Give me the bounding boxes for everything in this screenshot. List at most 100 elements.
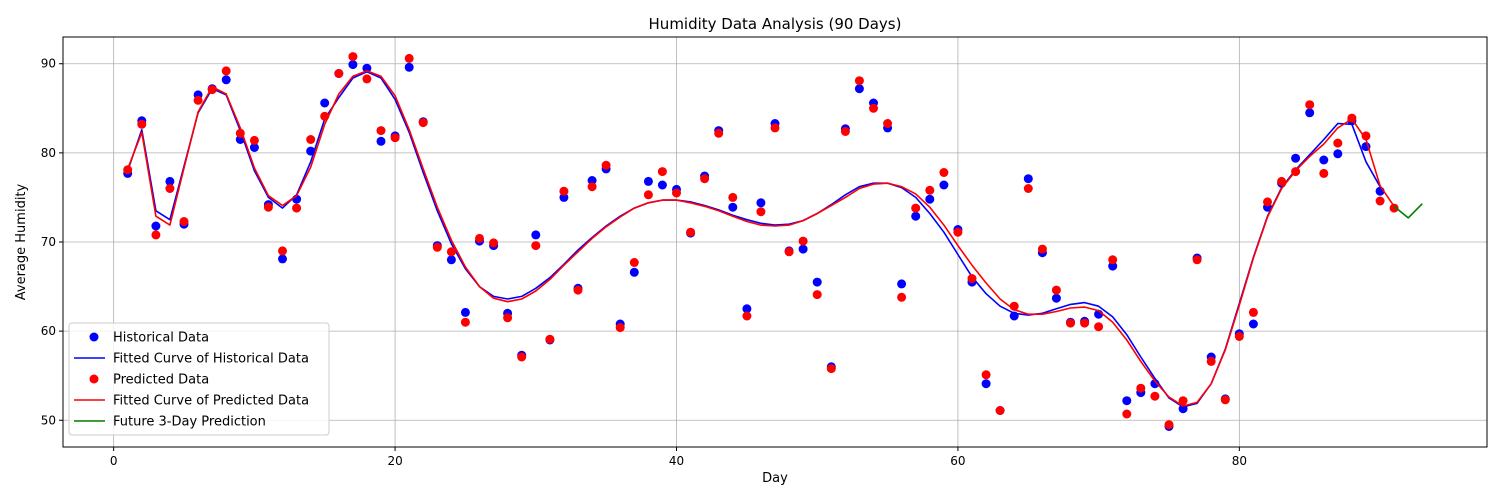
historical-data-point (925, 194, 935, 204)
predicted-data-point (967, 274, 977, 283)
y-tick-label: 80 (41, 146, 56, 160)
predicted-data-point (404, 53, 414, 63)
predicted-data-point (1122, 409, 1132, 419)
predicted-data-point (1037, 244, 1047, 254)
historical-data-point (1122, 396, 1132, 406)
predicted-data-point (1178, 396, 1188, 406)
predicted-data-point (249, 135, 259, 145)
predicted-data-point (489, 238, 499, 248)
x-tick-label: 60 (950, 454, 965, 468)
predicted-data-point (193, 95, 203, 105)
predicted-data-point (1220, 395, 1230, 405)
predicted-data-point (165, 184, 175, 193)
predicted-data-point (1375, 196, 1385, 206)
predicted-data-point (1051, 285, 1061, 295)
legend-box (68, 322, 330, 436)
predicted-data-point (376, 126, 386, 136)
predicted-data-point (1136, 383, 1146, 393)
legend-marker (89, 374, 99, 384)
predicted-data-point (1319, 168, 1329, 178)
historical-data-point (376, 136, 386, 146)
predicted-data-point (545, 334, 555, 344)
predicted-data-point (1361, 131, 1371, 141)
historical-data-point (531, 230, 541, 240)
historical-data-point (629, 267, 639, 277)
historical-data-point (587, 176, 597, 185)
historical-data-point (756, 198, 766, 208)
legend: Historical Data Fitted Curve of Historica… (68, 322, 330, 436)
predicted-data-point (151, 230, 161, 240)
predicted-data-point (784, 247, 794, 257)
predicted-data-point (531, 241, 541, 251)
predicted-data-point (995, 406, 1005, 415)
predicted-data-point (1023, 184, 1033, 193)
historical-data-point (320, 98, 330, 108)
predicted-data-point (1234, 332, 1244, 341)
predicted-data-point (137, 119, 147, 129)
predicted-data-point (897, 292, 907, 302)
predicted-data-point (1192, 255, 1202, 265)
historical-data-point (278, 254, 287, 264)
x-tick-label: 20 (387, 454, 402, 468)
historical-data-point (362, 63, 372, 73)
predicted-data-point (1094, 322, 1104, 332)
legend-label: Predicted Data (113, 373, 209, 388)
predicted-data-point (1066, 318, 1075, 328)
historical-data-point (854, 84, 864, 94)
legend-label: Fitted Curve of Predicted Data (113, 394, 309, 409)
predicted-data-point (1206, 356, 1216, 366)
axis-ticks: 0 20 40 60 80 50 60 70 80 90 (41, 57, 1247, 468)
historical-data-point (1319, 155, 1329, 165)
historical-data-point (981, 379, 991, 389)
predicted-data-point (362, 74, 372, 84)
historical-data-point (798, 244, 808, 254)
historical-data-point (657, 180, 667, 190)
predicted-data-point (1108, 255, 1118, 265)
predicted-data-point (826, 364, 836, 374)
historical-data-point (939, 180, 949, 190)
predicted-data-point (770, 123, 780, 133)
plot-data (123, 52, 1423, 431)
predicted-data-point (559, 186, 569, 196)
historical-data-point (1023, 174, 1033, 184)
legend-label: Future 3-Day Prediction (113, 415, 266, 430)
historical-data-point (1108, 261, 1118, 271)
historical-data-point (1305, 108, 1315, 118)
predicted-data-point (756, 207, 766, 217)
predicted-data-point (460, 317, 470, 327)
historical-data-point (897, 279, 907, 289)
y-tick-label: 70 (41, 235, 56, 249)
predicted-data-point (292, 203, 302, 213)
predicted-data-point (306, 135, 316, 144)
predicted-data-point (854, 76, 864, 86)
predicted-data-point (123, 165, 133, 175)
predicted-data-point (672, 188, 681, 198)
y-tick-label: 50 (41, 413, 56, 427)
predicted-data-point (221, 66, 231, 76)
predicted-data-point (812, 290, 822, 300)
predicted-data-point (869, 103, 878, 113)
historical-data-point (460, 307, 470, 317)
historical-data-point (165, 176, 175, 186)
predicted-data-point (348, 52, 358, 62)
predicted-data-point (700, 174, 710, 184)
predicted-data-point (953, 227, 963, 237)
predicted-data-point (657, 167, 667, 177)
y-tick-label: 60 (41, 324, 56, 338)
predicted-data-point (714, 128, 724, 138)
predicted-data-point (686, 227, 696, 237)
predicted-data-point (1150, 391, 1160, 401)
historical-data-point (728, 202, 738, 212)
x-tick-label: 80 (1232, 454, 1247, 468)
predicted-data-point (1164, 420, 1174, 430)
predicted-data-point (925, 185, 935, 195)
y-tick-label: 90 (41, 57, 56, 71)
predicted-data-point (263, 202, 273, 212)
y-axis-label: Average Humidity (14, 183, 29, 300)
predicted-data-point (981, 370, 991, 380)
predicted-data-point (1305, 100, 1315, 110)
legend-label: Historical Data (113, 331, 209, 346)
historical-data-point (742, 304, 752, 314)
predicted-data-point (643, 190, 653, 200)
